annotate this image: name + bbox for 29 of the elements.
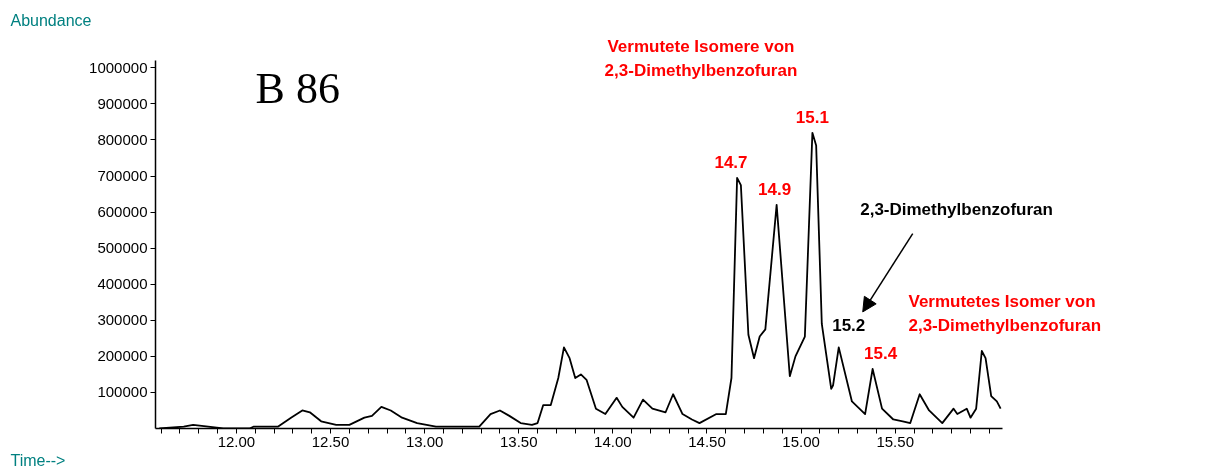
x-tick-label: 15.00 (782, 432, 820, 450)
annotation: 15.2 (832, 316, 866, 336)
annotation: 15.1 (795, 107, 829, 127)
annotation: 15.4 (864, 344, 898, 363)
x-tick-label: 14.00 (594, 432, 632, 450)
x-tick-label: 15.50 (876, 432, 914, 450)
y-tick-label: 500000 (97, 239, 148, 257)
x-tick-label: 12.50 (311, 432, 350, 450)
x-axis-title: Time--> (10, 451, 66, 469)
y-tick-label: 400000 (97, 275, 148, 293)
y-tick-label: 700000 (97, 167, 148, 185)
annotation: 14.9 (758, 179, 792, 199)
annotation: 2,3-Dimethylbenzofuran (860, 200, 1053, 220)
y-tick-label: 900000 (97, 94, 148, 112)
y-tick-label: 600000 (97, 203, 148, 221)
annotation: Vermutetes Isomer von 2,3-Dimethylbenzofuran (908, 291, 1102, 335)
annotation: 14.7 (714, 152, 748, 172)
y-tick-label: 200000 (97, 347, 148, 365)
y-tick-label: 1000000 (89, 58, 148, 76)
y-tick-label: 300000 (97, 311, 148, 329)
x-tick-label: 12.00 (217, 432, 256, 450)
x-tick-label: 13.50 (500, 432, 538, 450)
y-tick-label: 800000 (97, 131, 148, 148)
annotation: B 86 (255, 64, 340, 114)
x-tick-label: 14.50 (688, 432, 726, 450)
y-axis-title: Abundance (10, 11, 92, 29)
y-tick-label: 100000 (97, 383, 148, 401)
x-tick-label: 13.00 (405, 432, 444, 450)
annotation: Vermutete Isomere von 2,3-Dimethylbenzofuran (604, 36, 798, 80)
